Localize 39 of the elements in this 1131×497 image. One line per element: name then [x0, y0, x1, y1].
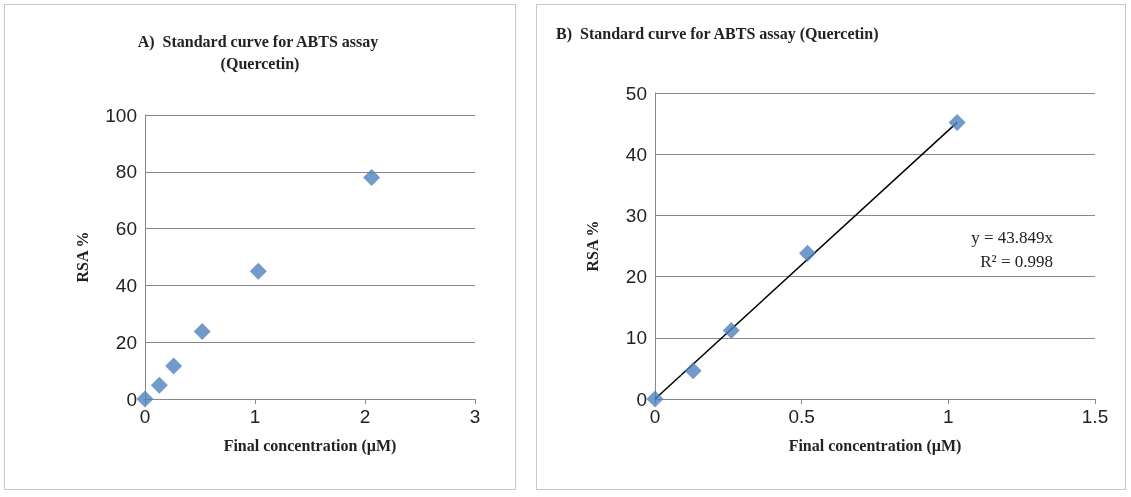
y-tick-label: 20	[115, 331, 137, 353]
x-tick-label: 3	[469, 406, 481, 427]
annotation: R² = 0.998	[980, 252, 1054, 271]
x-axis-title: Final concentration (µM)	[788, 436, 962, 455]
x-tick-label: 0	[139, 406, 151, 427]
x-tick-label: 0.5	[788, 406, 815, 427]
y-tick-label: 10	[625, 327, 647, 349]
chart-title: B) Standard curve for ABTS assay (Quercetin)	[556, 24, 879, 43]
point	[363, 168, 381, 186]
y-tick-label: 20	[625, 266, 647, 288]
y-axis-title: RSA %	[73, 231, 91, 283]
point	[799, 244, 817, 262]
x-tick-label: 1	[943, 406, 954, 427]
y-tick-label: 30	[625, 204, 647, 226]
point	[136, 390, 154, 408]
y-tick-label: 50	[625, 82, 647, 104]
point	[249, 262, 267, 280]
point	[646, 390, 664, 408]
x-axis-title: Final concentration (µM)	[223, 436, 397, 455]
x-tick-label: 1.5	[1081, 406, 1109, 427]
y-axis-title: RSA %	[583, 220, 601, 272]
point	[193, 322, 211, 340]
y-tick-label: 80	[115, 161, 137, 183]
y-tick-label: 40	[625, 143, 647, 165]
y-tick-label: 100	[105, 104, 137, 126]
x-tick-label: 2	[359, 406, 371, 427]
y-tick-label: 0	[126, 388, 137, 410]
point	[948, 113, 966, 131]
x-tick-label: 1	[249, 406, 261, 427]
point	[150, 376, 168, 394]
y-tick-label: 0	[636, 388, 647, 410]
x-tick-label: 0	[649, 406, 661, 427]
y-tick-label: 40	[115, 274, 137, 296]
point	[165, 357, 183, 375]
chart-title: A) Standard curve for ABTS assay (Quercetin)	[137, 32, 383, 73]
point	[722, 321, 740, 339]
point	[684, 362, 702, 380]
y-tick-label: 60	[115, 218, 137, 240]
annotation: y = 43.849x	[971, 228, 1054, 247]
